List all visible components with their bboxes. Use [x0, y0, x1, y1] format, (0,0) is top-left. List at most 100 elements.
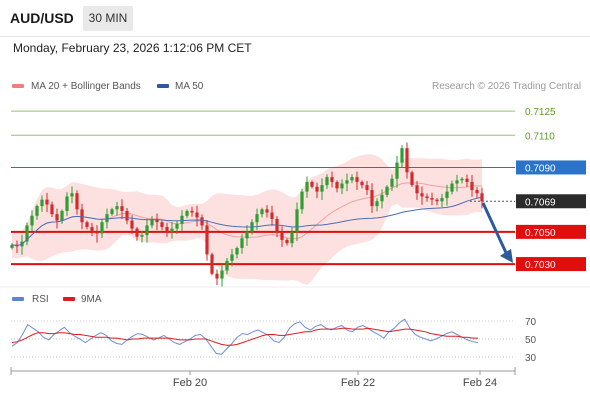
candle-body — [120, 206, 124, 211]
candle-body — [210, 254, 214, 274]
candle-body — [190, 210, 194, 213]
candle-body — [205, 225, 209, 255]
legend-ma50-label: MA 50 — [175, 81, 204, 92]
candle — [410, 170, 414, 187]
candle-body — [155, 218, 159, 223]
candle — [380, 189, 384, 209]
candle-body — [290, 231, 294, 244]
candle — [370, 183, 374, 213]
forecast-arrow-shaft — [481, 202, 509, 256]
candle-body — [370, 190, 374, 207]
candle-body — [255, 214, 259, 223]
candle — [205, 219, 209, 261]
candle-body — [160, 222, 164, 228]
candle — [350, 174, 354, 184]
forecast-arrow-head — [500, 248, 513, 263]
candle-body — [340, 183, 344, 189]
candle-body — [320, 185, 324, 192]
candle-body — [195, 212, 199, 218]
candle — [90, 222, 94, 237]
candle — [455, 174, 459, 192]
candle — [265, 205, 269, 218]
candle — [165, 222, 169, 237]
candle-body — [150, 218, 154, 226]
candle — [375, 198, 379, 212]
candle — [390, 174, 394, 191]
candle — [230, 248, 234, 267]
candle-body — [415, 185, 419, 194]
candle-body — [180, 215, 184, 224]
candle-body — [395, 162, 399, 179]
candle — [470, 175, 474, 197]
candle-body — [140, 235, 144, 237]
candle-body — [40, 199, 44, 207]
candle — [300, 188, 304, 214]
candle — [240, 234, 244, 254]
candle — [425, 193, 429, 202]
candle — [440, 193, 444, 208]
candle — [400, 145, 404, 168]
candle — [125, 208, 129, 225]
candle-body — [410, 172, 414, 186]
candle-body — [60, 210, 64, 221]
candle-body — [165, 227, 169, 232]
candle-body — [200, 217, 204, 226]
legend-swatch-ma20 — [12, 84, 24, 88]
candle-body — [65, 196, 69, 211]
candle — [330, 171, 334, 188]
candle — [210, 252, 214, 276]
candle-body — [75, 193, 79, 210]
timeframe-button[interactable]: 30 MIN — [83, 6, 133, 31]
candle — [50, 201, 54, 218]
candle — [145, 218, 149, 243]
candle — [325, 174, 329, 189]
candle-body — [265, 209, 269, 213]
candle-body — [330, 177, 334, 182]
candle — [35, 204, 39, 220]
candle — [415, 180, 419, 200]
candle-body — [90, 227, 94, 232]
candle — [175, 220, 179, 234]
candle — [450, 180, 454, 195]
chart-header: AUD/USD 30 MIN — [0, 0, 590, 40]
candle — [295, 202, 299, 242]
candle-body — [10, 244, 14, 248]
candle — [385, 185, 389, 198]
candle — [25, 222, 29, 246]
candle — [40, 195, 44, 212]
rsi-ma9-line — [11, 327, 478, 346]
candle-body — [170, 228, 174, 232]
candle-body — [95, 231, 99, 234]
candle — [30, 210, 34, 231]
candle-body — [310, 181, 314, 187]
candle-body — [215, 273, 219, 279]
candle — [135, 227, 139, 241]
candle-body — [470, 181, 474, 190]
candle-body — [355, 177, 359, 182]
level-label-3: 0.7069 — [525, 197, 556, 208]
candle-body — [455, 180, 459, 184]
level-tag-5 — [516, 257, 586, 272]
candle-body — [50, 204, 54, 215]
candle — [260, 207, 264, 218]
candle — [70, 186, 74, 204]
candle-body — [175, 223, 179, 229]
legend-swatch-rsi — [12, 297, 24, 301]
level-label-5: 0.7030 — [525, 260, 556, 271]
candle-body — [365, 185, 369, 190]
candle — [190, 206, 194, 217]
level-tag-2 — [516, 160, 586, 175]
candle — [160, 220, 164, 231]
candle-body — [435, 199, 439, 202]
candle — [305, 176, 309, 198]
candle-body — [460, 178, 464, 181]
candle — [280, 226, 284, 247]
candle — [395, 155, 399, 188]
candle-body — [315, 186, 319, 192]
x-tick-label-2: Feb 24 — [463, 377, 497, 389]
candle-body — [235, 247, 239, 255]
candle — [435, 198, 439, 206]
candle-body — [475, 190, 479, 194]
candle-body — [420, 193, 424, 197]
